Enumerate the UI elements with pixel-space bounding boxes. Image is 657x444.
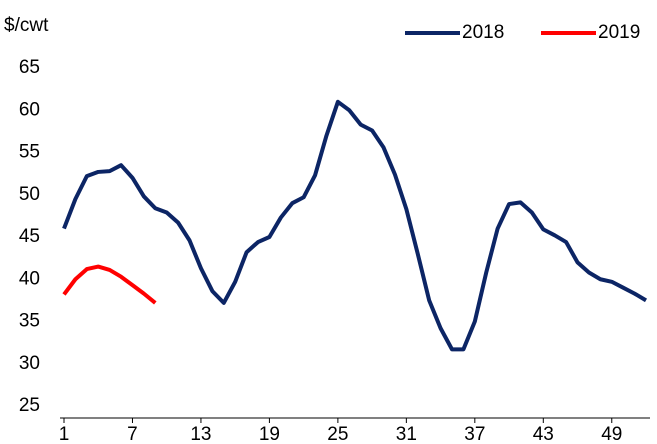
x-tick-label: 7 xyxy=(127,424,138,444)
y-tick-label: 45 xyxy=(19,226,40,247)
y-tick-label: 35 xyxy=(19,311,40,332)
x-tick-label: 1 xyxy=(59,424,70,444)
x-tick-label: 43 xyxy=(533,424,554,444)
legend-label: 2019 xyxy=(598,22,640,43)
y-tick-label: 25 xyxy=(19,395,40,416)
y-tick-label: 60 xyxy=(19,99,40,120)
x-tick-label: 49 xyxy=(601,424,622,444)
series-line xyxy=(62,99,648,352)
y-tick-label: 30 xyxy=(19,353,40,374)
legend-label: 2018 xyxy=(462,22,504,43)
series-line xyxy=(62,264,157,305)
x-tick-label: 25 xyxy=(327,424,348,444)
y-tick-label: 40 xyxy=(19,268,40,289)
y-tick-label: 50 xyxy=(19,184,40,205)
x-tick-label: 37 xyxy=(464,424,485,444)
x-tick-label: 13 xyxy=(190,424,211,444)
y-tick-label: 65 xyxy=(19,57,40,78)
x-tick-label: 19 xyxy=(259,424,280,444)
x-tick-label: 31 xyxy=(396,424,417,444)
y-tick-label: 55 xyxy=(19,142,40,163)
y-axis-label: $/cwt xyxy=(4,15,49,36)
